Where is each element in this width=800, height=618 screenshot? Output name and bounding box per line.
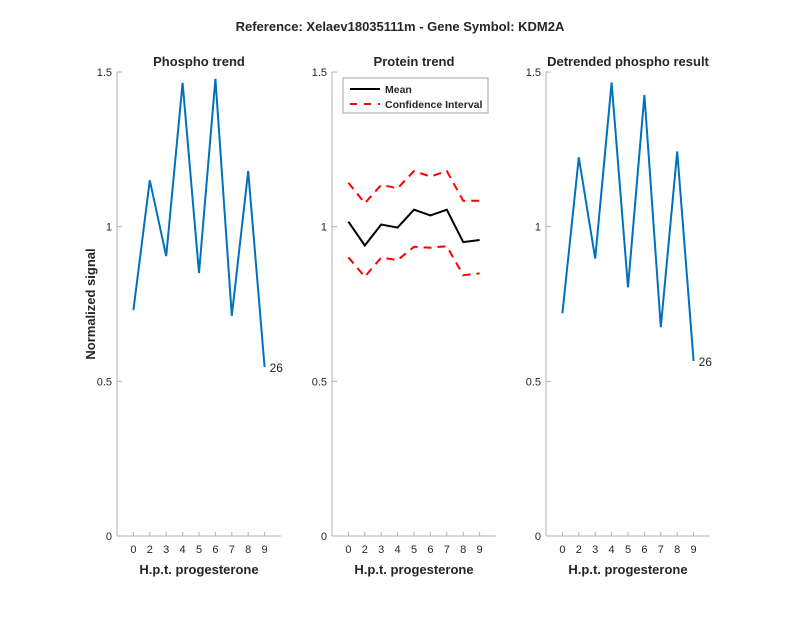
y-tick-label: 1.5 [526, 67, 541, 79]
series-line [132, 78, 266, 368]
x-tick-label: 0 [130, 544, 136, 556]
x-tick-label: 9 [262, 544, 268, 556]
series-phospho [132, 78, 266, 368]
series-detrended-phospho [561, 82, 695, 361]
x-tick-label: 2 [576, 544, 582, 556]
x-tick-label: 6 [641, 544, 647, 556]
x-tick-label: 6 [427, 544, 433, 556]
x-tick-label: 7 [658, 544, 664, 556]
series-line [347, 245, 480, 279]
x-tick-label: 8 [674, 544, 680, 556]
y-tick-label: 1.5 [312, 67, 327, 79]
x-tick-label: 7 [229, 544, 235, 556]
y-tick-label: 0 [535, 531, 541, 543]
x-axis-label: H.p.t. progesterone [139, 562, 258, 577]
x-tick-label: 8 [245, 544, 251, 556]
y-tick-label: 1 [321, 222, 327, 234]
y-tick-label: 1.5 [97, 67, 112, 79]
y-tick-label: 1 [106, 222, 112, 234]
series-line [561, 82, 695, 361]
end-label: 26 [699, 355, 713, 369]
series-line [347, 169, 480, 205]
x-tick-label: 4 [395, 544, 401, 556]
series-confidence-interval-upper [347, 169, 480, 205]
x-tick-label: 5 [625, 544, 631, 556]
figure-title: Reference: Xelaev18035111m - Gene Symbol… [236, 19, 565, 34]
y-tick-label: 0.5 [312, 376, 327, 388]
x-tick-label: 0 [559, 544, 565, 556]
series-confidence-interval-lower [347, 245, 480, 279]
y-tick-label: 0.5 [97, 376, 112, 388]
x-tick-label: 3 [163, 544, 169, 556]
x-tick-label: 5 [411, 544, 417, 556]
x-tick-label: 3 [592, 544, 598, 556]
x-tick-label: 2 [362, 544, 368, 556]
x-tick-label: 0 [345, 544, 351, 556]
legend-box [342, 77, 489, 114]
subplot-title: Detrended phospho result [547, 54, 709, 69]
y-axis-label: Normalized signal [83, 248, 98, 359]
end-label: 26 [270, 361, 284, 375]
x-tick-label: 2 [147, 544, 153, 556]
x-axis-label: H.p.t. progesterone [354, 562, 473, 577]
x-tick-label: 4 [609, 544, 615, 556]
x-tick-label: 9 [477, 544, 483, 556]
x-tick-label: 7 [444, 544, 450, 556]
legend-label: Mean [385, 84, 412, 96]
y-tick-label: 0 [106, 531, 112, 543]
subplot-title: Protein trend [374, 54, 455, 69]
series-line [347, 208, 480, 248]
series-mean [347, 208, 480, 248]
y-tick-label: 1 [535, 222, 541, 234]
subplot-title: Phospho trend [153, 54, 245, 69]
x-tick-label: 6 [212, 544, 218, 556]
x-tick-label: 4 [180, 544, 186, 556]
x-tick-label: 8 [460, 544, 466, 556]
legend: Mean Confidence Interval [342, 77, 489, 114]
x-axis-label: H.p.t. progesterone [568, 562, 687, 577]
x-tick-label: 5 [196, 544, 202, 556]
x-tick-label: 3 [378, 544, 384, 556]
x-tick-label: 9 [691, 544, 697, 556]
legend-label: Confidence Interval [385, 99, 483, 111]
y-tick-label: 0 [321, 531, 327, 543]
y-tick-label: 0.5 [526, 376, 541, 388]
